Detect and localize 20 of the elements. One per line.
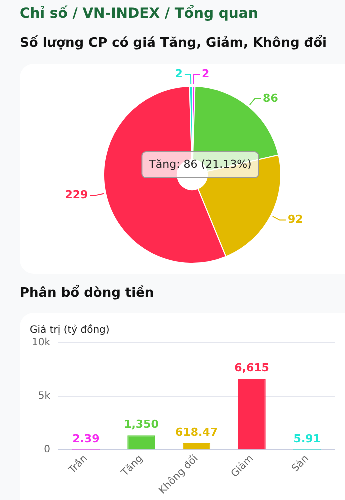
data-label: 1,350: [124, 418, 160, 431]
data-label: 92: [288, 213, 304, 226]
data-label: 2: [175, 67, 183, 80]
y-axis-title: Giá trị (tỷ đồng): [30, 325, 110, 336]
x-tick-label: Trần: [66, 452, 90, 477]
data-label: 86: [263, 92, 279, 105]
data-label: 229: [65, 188, 88, 202]
y-tick-label: 0: [44, 444, 51, 456]
chart-title: Phân bổ dòng tiền: [20, 286, 154, 301]
chart-title: Số lượng CP có giá Tăng, Giảm, Không đổi: [20, 36, 327, 51]
y-tick-label: 5k: [38, 391, 51, 402]
data-label: 2.39: [72, 432, 100, 446]
x-tick-label: Sàn: [290, 453, 312, 475]
data-label: 618.47: [176, 426, 218, 439]
data-label: 2: [202, 67, 210, 80]
text: Tăng: 86 (21.13%): [148, 158, 252, 171]
y-tick-label: 10k: [32, 338, 51, 349]
data-label: 6,615: [234, 362, 270, 375]
data-label: 5.91: [294, 432, 321, 446]
text: Chỉ số / VN-INDEX / Tổng quan: [20, 6, 258, 22]
